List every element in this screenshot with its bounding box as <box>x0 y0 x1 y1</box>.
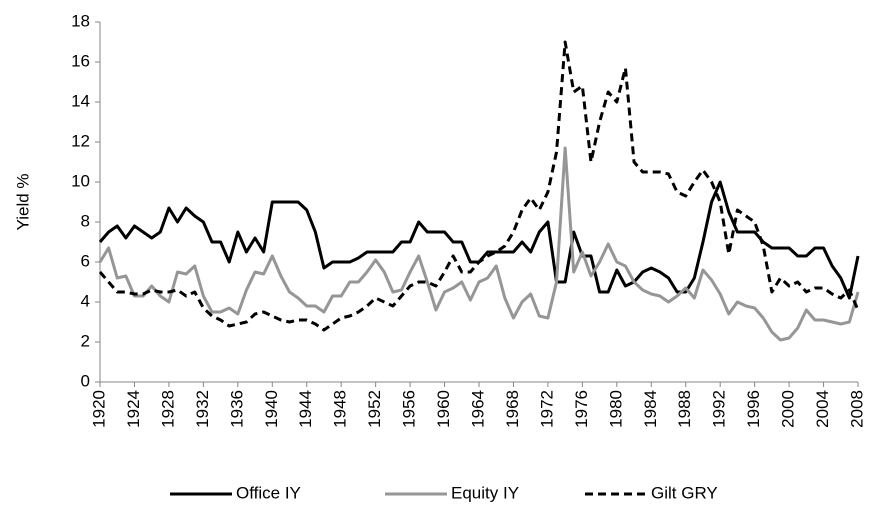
y-tick-label: 6 <box>81 251 90 270</box>
y-tick-label: 14 <box>71 91 90 110</box>
x-tick-label: 1980 <box>606 390 625 428</box>
y-axis-label: Yield % <box>13 173 32 230</box>
x-tick-label: 2008 <box>847 390 866 428</box>
y-tick-label: 12 <box>71 131 90 150</box>
x-tick-label: 1972 <box>537 390 556 428</box>
y-tick-label: 2 <box>81 331 90 350</box>
y-tick-label: 18 <box>71 11 90 30</box>
x-tick-label: 1964 <box>468 390 487 428</box>
x-tick-label: 1956 <box>400 390 419 428</box>
x-tick-label: 1948 <box>331 390 350 428</box>
y-tick-label: 10 <box>71 171 90 190</box>
x-tick-label: 1940 <box>262 390 281 428</box>
x-tick-label: 1932 <box>193 390 212 428</box>
x-tick-label: 1968 <box>503 390 522 428</box>
x-tick-label: 1992 <box>710 390 729 428</box>
x-tick-label: 2000 <box>779 390 798 428</box>
x-tick-label: 1960 <box>434 390 453 428</box>
x-tick-label: 1976 <box>572 390 591 428</box>
x-tick-label: 1924 <box>124 390 143 428</box>
x-tick-label: 1920 <box>89 390 108 428</box>
legend-label: Office IY <box>236 483 301 502</box>
series-line <box>98 146 860 342</box>
x-tick-label: 1952 <box>365 390 384 428</box>
y-tick-label: 0 <box>81 371 90 390</box>
x-tick-label: 1944 <box>296 390 315 428</box>
x-tick-label: 2004 <box>813 390 832 428</box>
x-tick-label: 1988 <box>675 390 694 428</box>
y-tick-label: 16 <box>71 51 90 70</box>
x-tick-label: 1996 <box>744 390 763 428</box>
x-tick-label: 1984 <box>641 390 660 428</box>
y-tick-label: 8 <box>81 211 90 230</box>
y-tick-label: 4 <box>81 291 90 310</box>
x-tick-label: 1936 <box>227 390 246 428</box>
legend-label: Gilt GRY <box>651 483 718 502</box>
series-line <box>98 40 860 332</box>
legend-label: Equity IY <box>451 483 519 502</box>
x-tick-label: 1928 <box>158 390 177 428</box>
